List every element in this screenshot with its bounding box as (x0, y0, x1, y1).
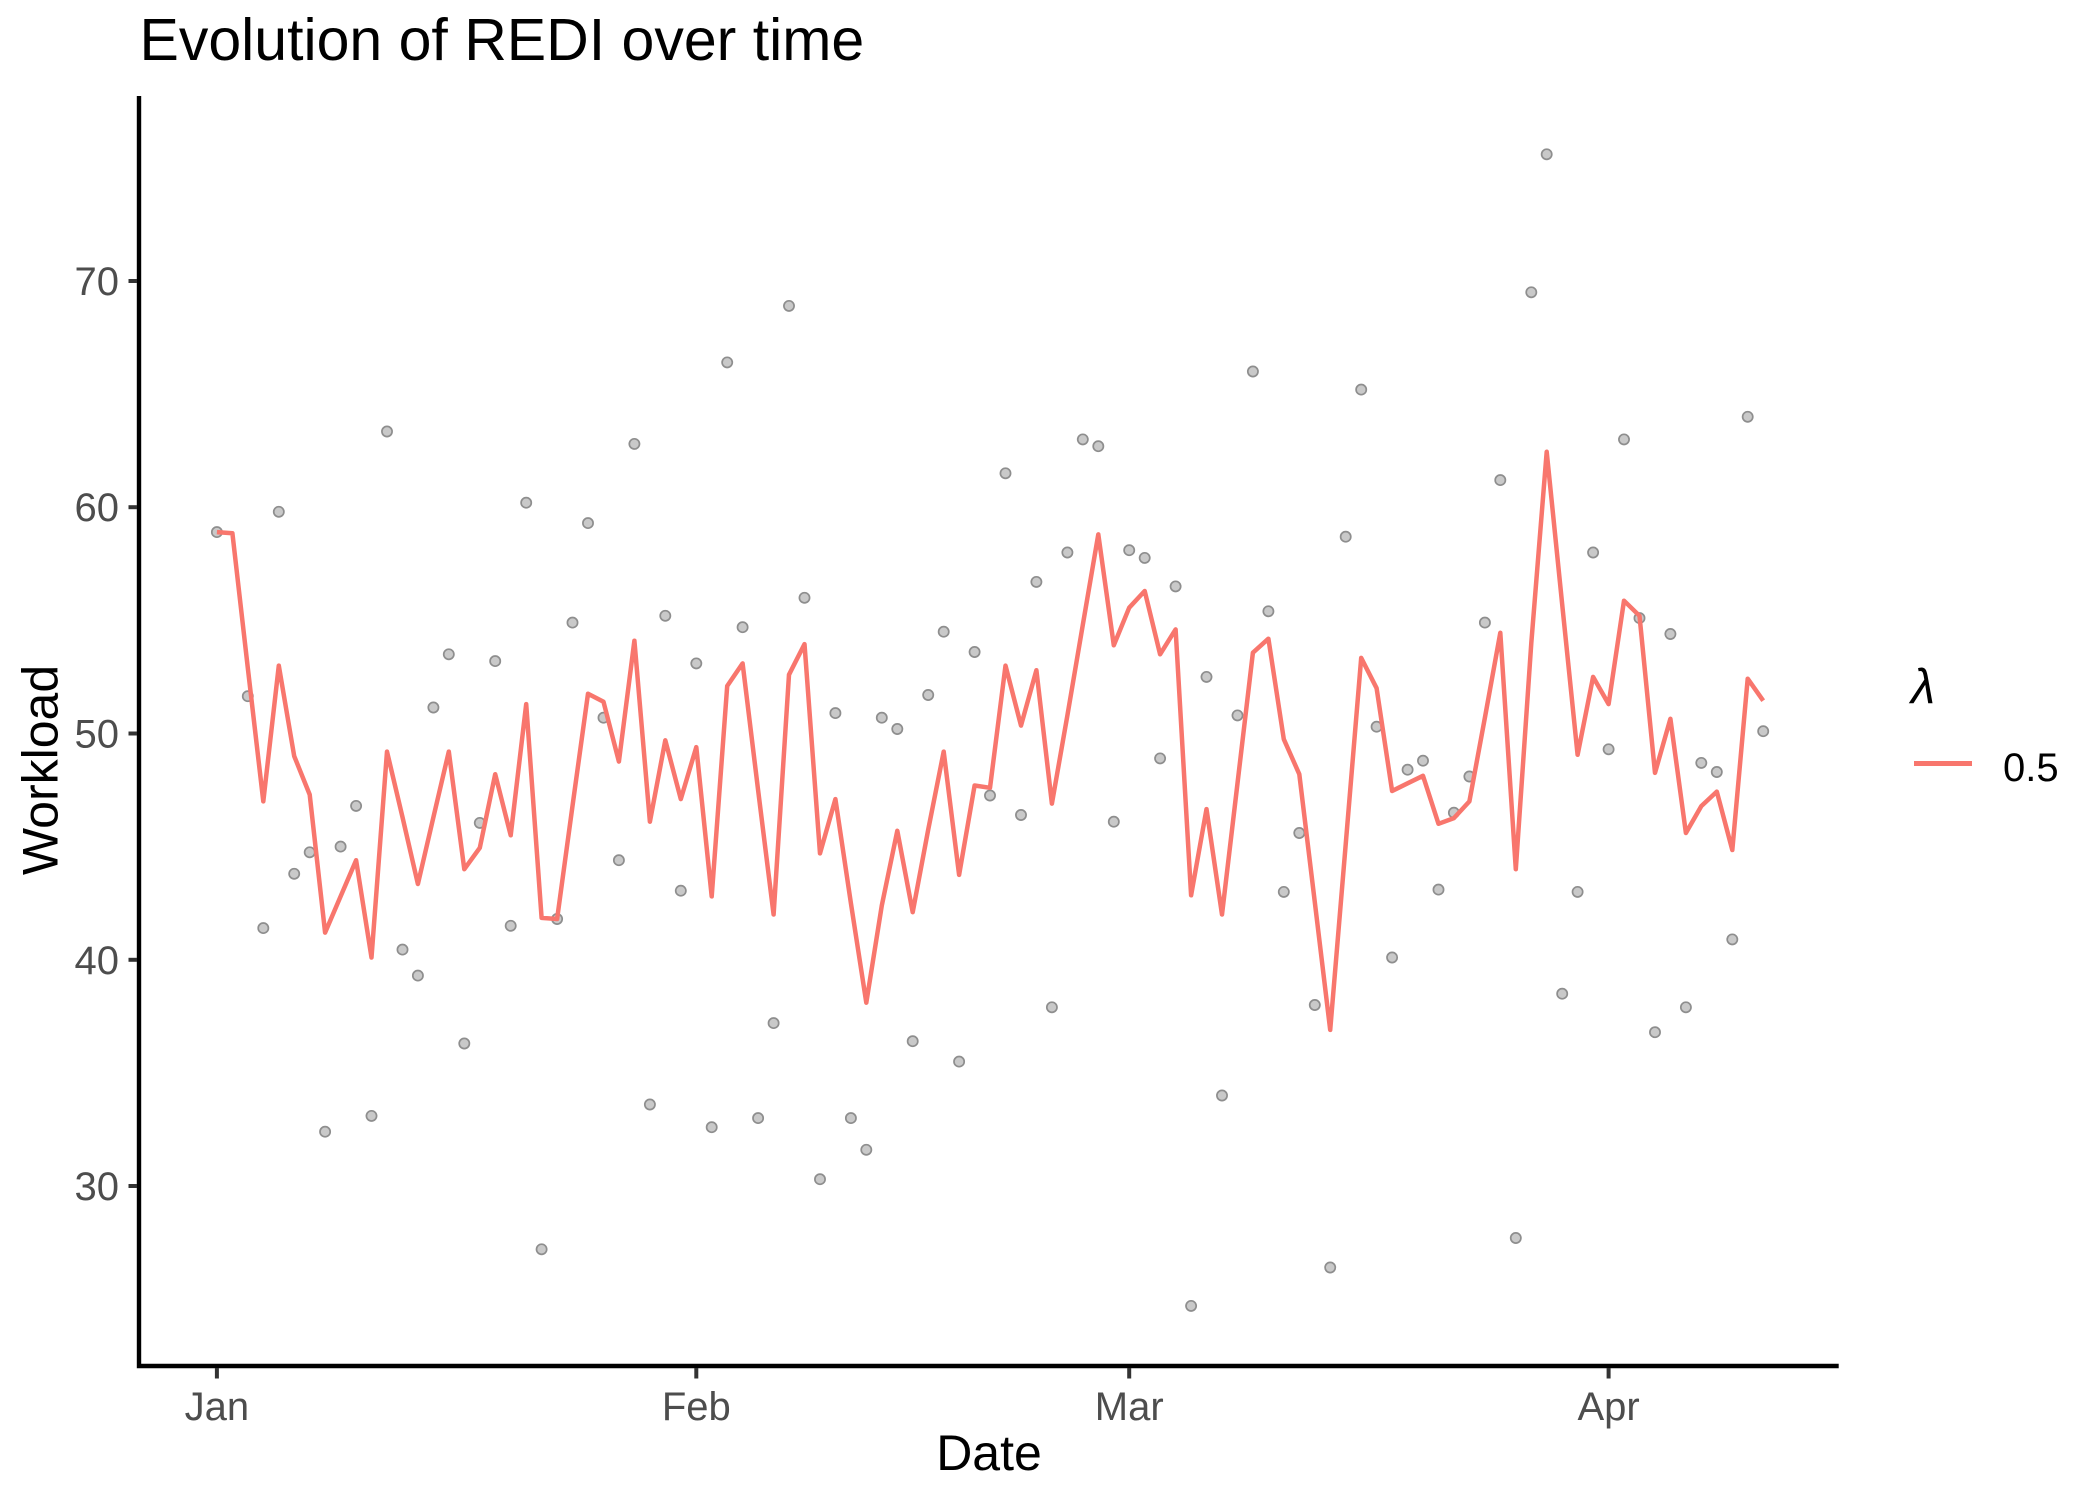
svg-text:Feb: Feb (662, 1385, 731, 1429)
svg-text:Date: Date (936, 1425, 1042, 1481)
svg-text:Apr: Apr (1577, 1385, 1639, 1429)
svg-text:0.5: 0.5 (2003, 746, 2059, 790)
svg-text:Jan: Jan (185, 1385, 250, 1429)
svg-text:λ: λ (1908, 660, 1935, 714)
svg-text:Workload: Workload (13, 665, 69, 875)
svg-text:40: 40 (75, 939, 120, 983)
svg-text:30: 30 (75, 1165, 120, 1209)
svg-text:Mar: Mar (1095, 1385, 1164, 1429)
svg-text:50: 50 (75, 713, 120, 757)
svg-text:60: 60 (75, 486, 120, 530)
svg-text:Evolution of REDI over time: Evolution of REDI over time (140, 7, 865, 73)
svg-text:70: 70 (75, 260, 120, 304)
